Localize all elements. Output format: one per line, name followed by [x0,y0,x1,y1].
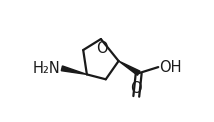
Text: OH: OH [159,60,182,75]
Polygon shape [61,66,87,74]
Text: O: O [131,81,142,96]
Text: H₂N: H₂N [32,61,60,76]
Polygon shape [119,61,140,75]
Text: O: O [96,41,107,56]
